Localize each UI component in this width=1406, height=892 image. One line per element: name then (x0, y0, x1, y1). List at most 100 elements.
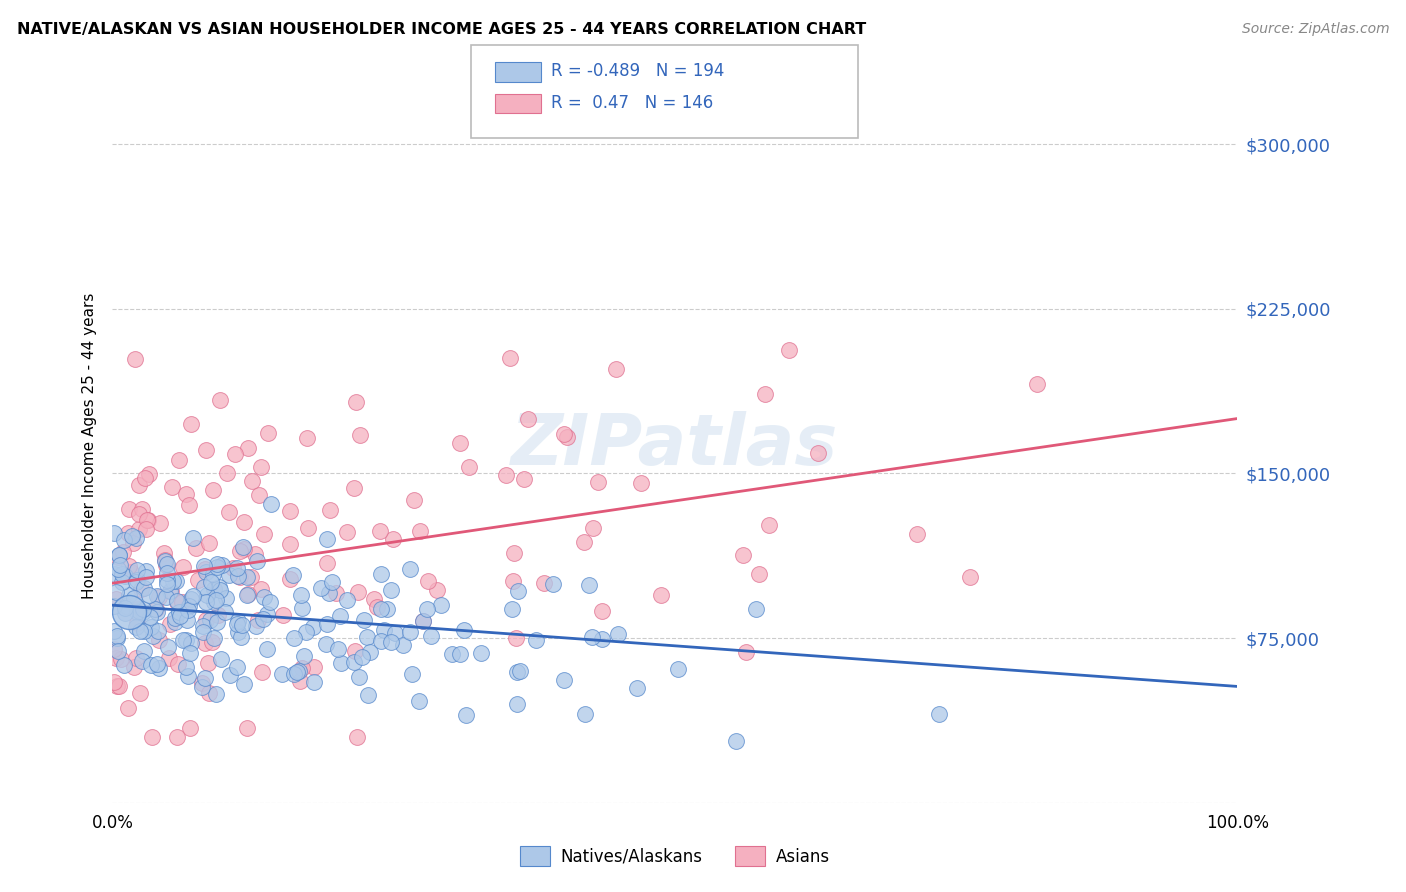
Point (245, 619, 267, 633)
Point (159, 616, 181, 631)
Point (347, 585, 370, 599)
Point (153, 546, 176, 560)
Point (135, 522, 157, 536)
Point (211, 558, 233, 572)
Point (315, 617, 337, 632)
Point (138, 588, 160, 602)
Point (533, 575, 555, 590)
Point (194, 562, 217, 576)
Point (191, 675, 214, 690)
Point (283, 568, 305, 582)
Point (959, 569, 981, 583)
Point (291, 600, 314, 615)
Point (165, 574, 187, 588)
Point (359, 645, 381, 659)
Point (202, 631, 225, 645)
Point (127, 573, 149, 587)
Point (228, 570, 250, 584)
Point (278, 504, 301, 518)
Point (222, 560, 245, 574)
Text: ZIPatlas: ZIPatlas (512, 411, 838, 481)
Point (233, 515, 256, 529)
Point (505, 631, 527, 645)
Point (145, 602, 167, 616)
Point (499, 351, 522, 366)
Point (202, 582, 225, 597)
Point (205, 593, 228, 607)
Point (350, 650, 373, 665)
Point (209, 652, 232, 666)
Point (748, 566, 770, 581)
Point (201, 566, 224, 581)
Point (591, 632, 613, 646)
Point (205, 560, 228, 574)
Point (187, 573, 209, 587)
Point (375, 601, 398, 615)
Point (125, 651, 148, 665)
Point (108, 558, 131, 573)
Point (319, 502, 342, 516)
Point (260, 497, 283, 511)
Point (291, 661, 314, 675)
Point (288, 664, 311, 678)
Point (107, 548, 129, 562)
Point (114, 601, 136, 615)
Point (249, 459, 271, 474)
Point (132, 644, 155, 658)
Point (142, 629, 165, 643)
Point (226, 614, 249, 628)
Point (401, 667, 423, 681)
Point (122, 591, 145, 605)
Point (256, 641, 278, 656)
Point (278, 537, 301, 551)
Point (134, 471, 156, 485)
Point (758, 518, 780, 533)
Point (166, 593, 188, 607)
Point (429, 598, 451, 612)
Point (366, 599, 388, 614)
Point (148, 633, 170, 648)
Point (309, 581, 332, 595)
Point (198, 613, 221, 627)
Point (202, 595, 225, 609)
Point (104, 591, 127, 606)
Point (194, 613, 217, 627)
Point (253, 591, 276, 605)
Point (118, 587, 141, 601)
Point (125, 531, 148, 545)
Point (209, 582, 232, 597)
Point (146, 657, 169, 672)
Point (208, 393, 231, 408)
Point (321, 575, 343, 590)
Point (257, 425, 280, 440)
Point (198, 536, 221, 550)
Point (132, 606, 155, 620)
Point (107, 644, 129, 658)
Point (169, 609, 191, 624)
Point (194, 672, 217, 686)
Point (553, 673, 575, 687)
Point (224, 447, 246, 461)
Point (174, 633, 197, 648)
Point (724, 734, 747, 748)
Legend: Natives/Alaskans, Asians: Natives/Alaskans, Asians (513, 839, 837, 873)
Point (118, 559, 141, 574)
Point (125, 563, 148, 577)
Point (283, 666, 305, 681)
Point (114, 569, 136, 583)
Point (233, 677, 256, 691)
Point (516, 412, 538, 426)
Point (416, 602, 439, 616)
Point (103, 624, 125, 639)
Point (246, 553, 269, 567)
Point (122, 536, 145, 550)
Point (172, 595, 194, 609)
Point (344, 395, 367, 409)
Point (509, 664, 531, 678)
Point (157, 651, 180, 665)
Point (107, 561, 129, 575)
Point (125, 605, 148, 619)
Point (349, 670, 371, 684)
Point (578, 577, 600, 591)
Point (412, 614, 434, 628)
